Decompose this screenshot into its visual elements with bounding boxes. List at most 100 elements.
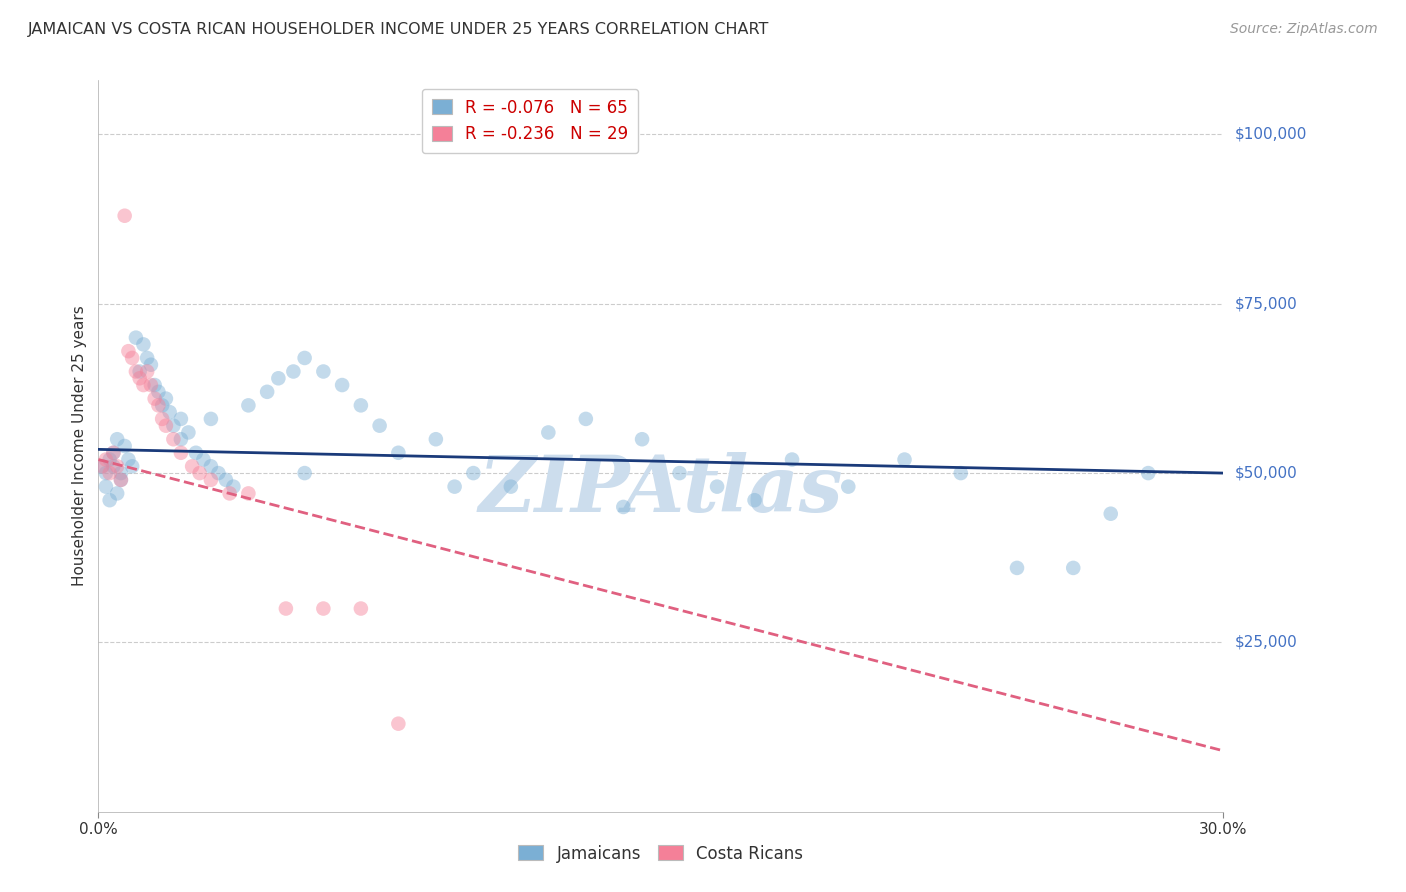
Point — [105, 486, 128, 500]
Point — [155, 418, 177, 433]
Point — [132, 337, 155, 351]
Point — [170, 412, 193, 426]
Point — [117, 452, 139, 467]
Point — [215, 473, 238, 487]
Point — [238, 486, 260, 500]
Point — [177, 425, 200, 440]
Point — [1099, 507, 1122, 521]
Point — [114, 439, 136, 453]
Point — [350, 398, 373, 412]
Point — [148, 398, 170, 412]
Point — [612, 500, 634, 514]
Point — [91, 459, 114, 474]
Text: Source: ZipAtlas.com: Source: ZipAtlas.com — [1230, 22, 1378, 37]
Point — [330, 378, 353, 392]
Point — [110, 466, 132, 480]
Point — [136, 351, 159, 365]
Point — [368, 418, 391, 433]
Text: ZIPAtlas: ZIPAtlas — [478, 451, 844, 528]
Point — [706, 480, 728, 494]
Point — [1137, 466, 1160, 480]
Point — [193, 452, 215, 467]
Point — [155, 392, 177, 406]
Point — [128, 371, 150, 385]
Point — [143, 378, 166, 392]
Point — [143, 392, 166, 406]
Point — [98, 493, 121, 508]
Point — [132, 378, 155, 392]
Point — [200, 412, 222, 426]
Point — [575, 412, 598, 426]
Point — [256, 384, 278, 399]
Point — [200, 459, 222, 474]
Point — [631, 432, 654, 446]
Point — [463, 466, 485, 480]
Point — [114, 209, 136, 223]
Point — [218, 486, 240, 500]
Point — [139, 378, 162, 392]
Point — [312, 364, 335, 378]
Point — [425, 432, 447, 446]
Point — [110, 473, 132, 487]
Point — [387, 716, 409, 731]
Point — [162, 432, 184, 446]
Point — [98, 452, 121, 467]
Point — [162, 418, 184, 433]
Text: JAMAICAN VS COSTA RICAN HOUSEHOLDER INCOME UNDER 25 YEARS CORRELATION CHART: JAMAICAN VS COSTA RICAN HOUSEHOLDER INCO… — [28, 22, 769, 37]
Point — [170, 446, 193, 460]
Point — [1062, 561, 1084, 575]
Point — [170, 432, 193, 446]
Point — [499, 480, 522, 494]
Point — [668, 466, 690, 480]
Point — [91, 459, 114, 474]
Point — [98, 466, 121, 480]
Y-axis label: Householder Income Under 25 years: Householder Income Under 25 years — [72, 306, 87, 586]
Point — [537, 425, 560, 440]
Point — [125, 364, 148, 378]
Point — [150, 412, 173, 426]
Point — [110, 473, 132, 487]
Point — [200, 473, 222, 487]
Point — [283, 364, 305, 378]
Point — [105, 459, 128, 474]
Point — [181, 459, 204, 474]
Point — [274, 601, 297, 615]
Point — [294, 351, 316, 365]
Point — [188, 466, 211, 480]
Text: $75,000: $75,000 — [1234, 296, 1298, 311]
Text: $50,000: $50,000 — [1234, 466, 1298, 481]
Point — [780, 452, 803, 467]
Point — [222, 480, 245, 494]
Point — [949, 466, 972, 480]
Point — [121, 459, 143, 474]
Point — [139, 358, 162, 372]
Point — [105, 432, 128, 446]
Point — [121, 351, 143, 365]
Text: $25,000: $25,000 — [1234, 635, 1298, 650]
Point — [893, 452, 915, 467]
Point — [117, 344, 139, 359]
Point — [744, 493, 766, 508]
Point — [103, 446, 125, 460]
Point — [267, 371, 290, 385]
Point — [94, 466, 117, 480]
Point — [184, 446, 207, 460]
Point — [94, 480, 117, 494]
Point — [387, 446, 409, 460]
Point — [159, 405, 181, 419]
Point — [125, 331, 148, 345]
Point — [103, 459, 125, 474]
Point — [148, 384, 170, 399]
Point — [443, 480, 465, 494]
Point — [350, 601, 373, 615]
Point — [207, 466, 229, 480]
Point — [94, 452, 117, 467]
Point — [103, 446, 125, 460]
Text: $100,000: $100,000 — [1234, 127, 1306, 142]
Point — [312, 601, 335, 615]
Point — [128, 364, 150, 378]
Point — [1005, 561, 1028, 575]
Point — [294, 466, 316, 480]
Point — [238, 398, 260, 412]
Legend: Jamaicans, Costa Ricans: Jamaicans, Costa Ricans — [512, 838, 810, 869]
